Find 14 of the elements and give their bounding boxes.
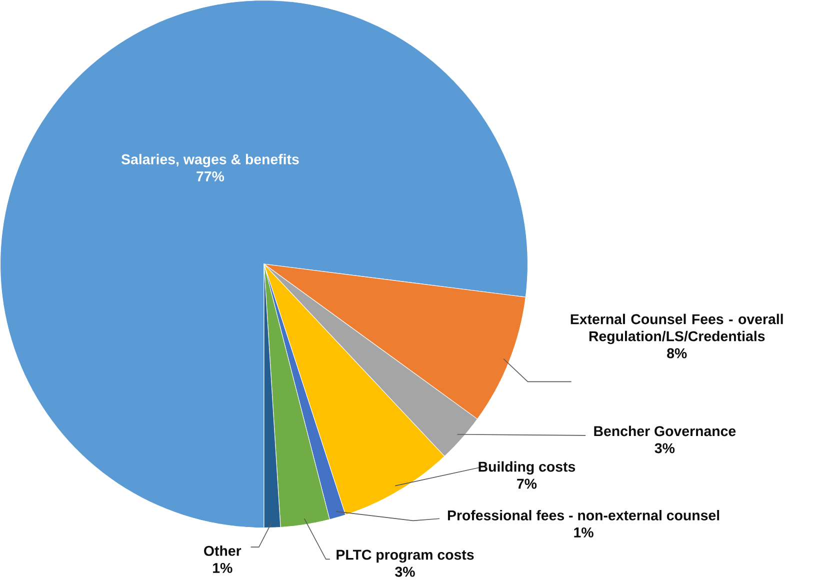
data-label: 1% xyxy=(574,528,594,538)
slice-label: Other xyxy=(204,546,242,556)
data-label: 3% xyxy=(654,443,675,454)
slice-label: Professional fees - non-external counsel xyxy=(448,510,720,521)
data-label: 8% xyxy=(667,348,687,359)
slice-label: Bencher Governance xyxy=(594,426,736,436)
data-label: 77% xyxy=(196,172,224,182)
data-label: 7% xyxy=(517,478,537,489)
slice-label: PLTC program costs xyxy=(336,550,474,563)
slice-label: Salaries, wages & benefits xyxy=(121,154,299,168)
data-label: 3% xyxy=(395,566,415,578)
data-label: 1% xyxy=(213,563,232,574)
slice-label: Building costs xyxy=(478,462,576,475)
slice-label: External Counsel Fees - overall Regulation/LS/Credentials xyxy=(570,314,783,344)
